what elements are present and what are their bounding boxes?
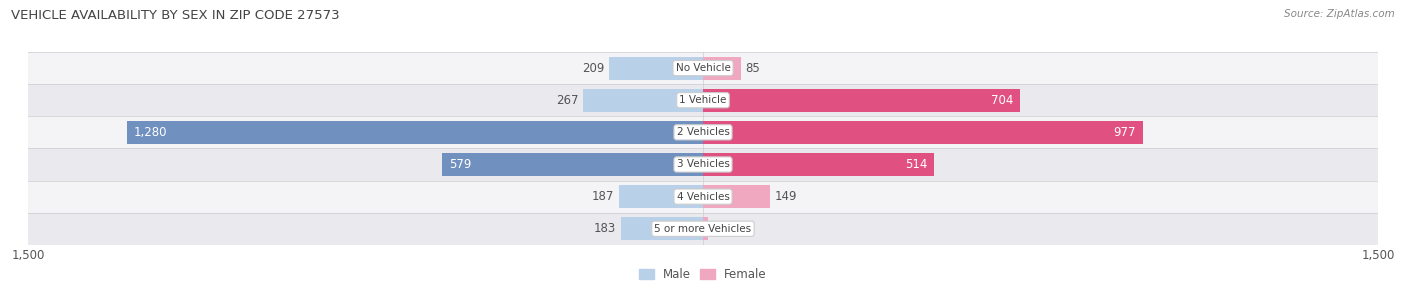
Text: 2 Vehicles: 2 Vehicles	[676, 127, 730, 137]
Bar	[28, 52, 1378, 84]
Bar	[619, 185, 703, 208]
Bar	[28, 213, 1378, 245]
Text: Source: ZipAtlas.com: Source: ZipAtlas.com	[1284, 9, 1395, 19]
Text: 5 or more Vehicles: 5 or more Vehicles	[654, 224, 752, 234]
Bar	[703, 217, 709, 240]
Text: 267: 267	[555, 94, 578, 107]
Bar	[703, 153, 934, 176]
Text: 3 Vehicles: 3 Vehicles	[676, 159, 730, 170]
Bar	[28, 148, 1378, 181]
Text: 579: 579	[450, 158, 471, 171]
Text: 514: 514	[905, 158, 928, 171]
Text: 1,280: 1,280	[134, 126, 167, 139]
Bar	[703, 57, 741, 80]
Text: 85: 85	[745, 62, 761, 75]
Bar	[28, 84, 1378, 116]
Bar	[703, 185, 770, 208]
Bar	[703, 89, 1019, 112]
Bar	[583, 89, 703, 112]
Text: 187: 187	[592, 190, 614, 203]
Text: 4 Vehicles: 4 Vehicles	[676, 192, 730, 202]
Text: 1 Vehicle: 1 Vehicle	[679, 95, 727, 105]
Text: VEHICLE AVAILABILITY BY SEX IN ZIP CODE 27573: VEHICLE AVAILABILITY BY SEX IN ZIP CODE …	[11, 9, 340, 22]
Text: 11: 11	[713, 222, 727, 235]
Bar	[443, 153, 703, 176]
Legend: Male, Female: Male, Female	[640, 268, 766, 281]
Bar	[703, 121, 1143, 144]
Text: 977: 977	[1114, 126, 1136, 139]
Bar	[28, 181, 1378, 213]
Bar	[28, 116, 1378, 148]
Text: No Vehicle: No Vehicle	[675, 63, 731, 73]
Text: 183: 183	[593, 222, 616, 235]
Bar	[609, 57, 703, 80]
Text: 704: 704	[991, 94, 1012, 107]
Bar	[620, 217, 703, 240]
Text: 209: 209	[582, 62, 605, 75]
Bar	[127, 121, 703, 144]
Text: 149: 149	[775, 190, 797, 203]
